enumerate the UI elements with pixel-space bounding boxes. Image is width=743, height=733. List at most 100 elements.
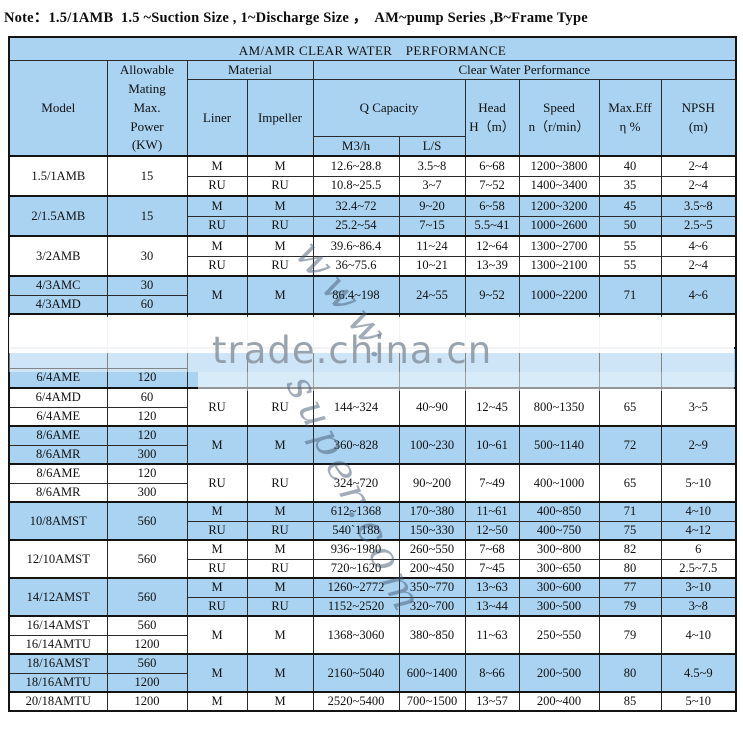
capacity-m3h-cell: 144~324 — [312, 387, 400, 427]
impeller-cell: M — [246, 577, 314, 598]
impeller-cell: M — [246, 539, 314, 560]
npsh-cell: 3.5~8 — [660, 195, 737, 217]
capacity-m3h-cell: 324~720 — [312, 463, 400, 503]
head-cell: 8~66 — [464, 653, 520, 693]
table-row: RU RU 1152~2520 320~700 13~44 300~500 79 3~8 — [9, 596, 737, 617]
capacity-ls-cell: 7~15 — [398, 215, 466, 237]
head-cell — [464, 313, 520, 349]
header-q-capacity: Q Capacity — [312, 78, 466, 138]
maxeff-cell: 79 — [598, 615, 662, 655]
npsh-cell: 4~12 — [660, 520, 737, 541]
maxeff-cell: 45 — [598, 195, 662, 217]
model-cell — [8, 313, 108, 349]
power-cell: 300 — [106, 444, 188, 465]
head-cell: 10~61 — [464, 425, 520, 465]
header-liner: Liner — [186, 79, 248, 157]
table-row: 6/4AMD 60 RU RU 144~324 40~90 12~45 800~1350 65 3… — [8, 387, 737, 427]
model-cell: 6/4AME — [8, 367, 108, 389]
npsh-cell: 5~10 — [660, 463, 737, 503]
capacity-ls-cell: 260~550 — [398, 539, 466, 560]
impeller-cell: RU — [246, 175, 314, 197]
power-cell: 60 — [106, 294, 188, 315]
model-cell: 2/1.5AMB — [8, 195, 108, 237]
head-cell: 13~44 — [464, 596, 520, 617]
liner-cell: M — [186, 653, 248, 693]
npsh-cell: 4.5~9 — [660, 653, 737, 693]
impeller-cell: M — [246, 653, 314, 693]
maxeff-cell: 72 — [598, 425, 662, 465]
head-cell: 12~45 — [464, 387, 520, 427]
table-row: 10/8AMST 560 M M 612~1368 170~380 11~61 400~850… — [8, 501, 737, 541]
power-cell: 1200 — [106, 634, 188, 655]
maxeff-cell: 65 — [598, 463, 662, 503]
liner-cell: M — [186, 235, 248, 257]
maxeff-cell — [598, 313, 662, 349]
power-cell: 1200 — [106, 672, 188, 693]
capacity-m3h-cell: 10.8~25.5 — [312, 175, 400, 197]
header-maxeff: Max.Eff η % — [598, 79, 662, 157]
capacity-ls-cell: 320~700 — [398, 596, 466, 617]
power-cell: 120 — [106, 463, 188, 484]
liner-cell: M — [186, 155, 248, 177]
maxeff-cell: 75 — [598, 520, 662, 541]
npsh-cell: 4~6 — [660, 275, 737, 315]
impeller-cell: RU — [246, 520, 314, 541]
npsh-cell — [660, 313, 737, 349]
power-cell: 560 — [106, 577, 188, 617]
capacity-m3h-cell: 39.6~86.4 — [312, 235, 400, 257]
liner-cell: M — [186, 195, 248, 217]
table-row: 16/14AMTU 1200 — [8, 634, 736, 655]
head-cell: 6~58 — [464, 195, 520, 217]
maxeff-cell: 80 — [598, 558, 662, 579]
power-cell: 1200 — [106, 691, 188, 712]
impeller-cell: RU — [246, 558, 314, 579]
speed-cell: 400~750 — [518, 520, 600, 541]
head-cell: 7~52 — [464, 175, 520, 197]
speed-cell: 1200~3200 — [518, 195, 600, 217]
header-row-3: M3/h L/S — [9, 136, 736, 157]
liner-cell: M — [186, 577, 248, 598]
capacity-ls-cell: 200~450 — [398, 558, 466, 579]
npsh-cell: 3~10 — [660, 577, 737, 598]
liner-cell: M — [186, 615, 248, 655]
liner-cell: RU — [186, 215, 248, 237]
table-row: 3/2AMB 30 M M 39.6~86.4 11~24 12~64 1300~2700 55… — [8, 235, 737, 277]
model-cell: 20/18AMTU — [8, 691, 108, 712]
model-cell: 6/4AME — [8, 406, 108, 427]
maxeff-cell: 71 — [598, 501, 662, 522]
liner-cell: M — [186, 691, 248, 712]
capacity-ls-cell: 11~24 — [398, 235, 466, 257]
header-clear-water-performance: Clear Water Performance — [312, 60, 737, 80]
capacity-ls-cell: 600~1400 — [398, 653, 466, 693]
npsh-cell: 2~9 — [660, 425, 737, 465]
impeller-cell: RU — [246, 463, 314, 503]
capacity-ls-cell: 40~90 — [398, 387, 466, 427]
capacity-m3h-cell: 936~1980 — [312, 539, 400, 560]
liner-cell: M — [186, 275, 248, 315]
capacity-m3h-cell — [312, 347, 400, 389]
speed-cell: 1300~2100 — [518, 255, 600, 277]
npsh-cell: 4~10 — [660, 615, 737, 655]
capacity-m3h-cell: 32.4~72 — [312, 195, 400, 217]
table-row: RU RU 720~1620 200~450 7~45 300~650 80 2.5~7.5 — [9, 558, 737, 579]
capacity-ls-cell: 3.5~8 — [398, 155, 466, 177]
liner-cell: M — [186, 501, 248, 522]
table-row: RU RU 25.2~54 7~15 5.5~41 1000~2600 50 2.5~5 — [9, 215, 737, 237]
model-cell: 12/10AMST — [8, 539, 108, 579]
impeller-cell: RU — [246, 255, 314, 277]
capacity-ls-cell — [398, 313, 466, 349]
impeller-cell: M — [246, 235, 314, 257]
model-cell: 16/14AMST — [8, 615, 108, 636]
impeller-cell: M — [246, 691, 314, 712]
speed-cell: 200~500 — [518, 653, 600, 693]
head-cell — [464, 347, 520, 389]
impeller-cell: RU — [246, 387, 314, 427]
power-cell: 60 — [106, 387, 188, 408]
table-row: RU RU 10.8~25.5 3~7 7~52 1400~3400 35 2~4 — [9, 175, 737, 197]
maxeff-cell: 85 — [598, 691, 662, 712]
model-cell: 10/8AMST — [8, 501, 108, 541]
header-power: Allowable Mating Max. Power (KW) — [106, 60, 188, 157]
capacity-m3h-cell: 1260~2772 — [312, 577, 400, 598]
npsh-cell: 3~8 — [660, 596, 737, 617]
header-npsh: NPSH (m) — [660, 79, 737, 157]
